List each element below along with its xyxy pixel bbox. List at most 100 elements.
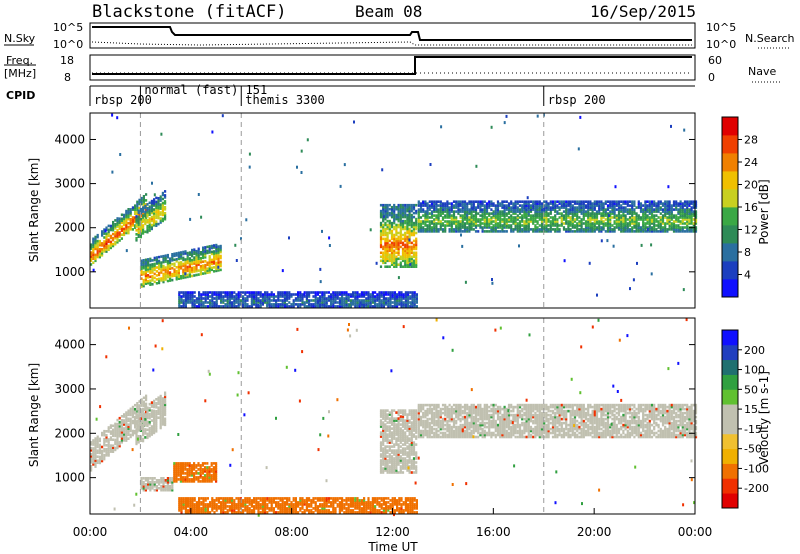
data-cell: [390, 461, 394, 464]
data-cell: [399, 431, 402, 434]
nsearch-label: N.Search: [745, 32, 795, 45]
ytick-label: 3000: [54, 177, 85, 191]
data-cell: [129, 407, 132, 411]
data-cell: [408, 221, 411, 225]
data-cell: [477, 204, 480, 207]
data-cell: [399, 261, 402, 265]
data-cell: [193, 268, 196, 271]
data-cell: [376, 297, 379, 300]
data-cell: [628, 210, 632, 213]
data-cell: [159, 424, 162, 428]
data-cell: [545, 210, 548, 213]
data-cell: [379, 225, 383, 229]
data-cell: [397, 257, 400, 261]
data-cell: [446, 212, 449, 215]
data-cell: [410, 219, 413, 223]
data-cell: [137, 235, 140, 238]
data-cell: [114, 231, 117, 234]
data-cell: [352, 303, 355, 306]
data-cell: [430, 214, 434, 217]
data-cell: [677, 228, 680, 231]
data-cell: [107, 248, 110, 251]
freq-strip-frame: [89, 54, 696, 81]
data-cell: [573, 218, 577, 221]
data-cell: [650, 218, 654, 221]
data-cell: [468, 200, 471, 203]
data-cell: [184, 262, 187, 265]
data-cell: [390, 415, 394, 418]
data-cell: [644, 228, 647, 231]
data-cell: [266, 301, 269, 304]
data-cell: [118, 231, 121, 234]
data-cell: [670, 204, 673, 207]
data-cell: [135, 219, 138, 222]
data-cell: [679, 208, 682, 211]
data-cell: [215, 464, 218, 467]
data-cell: [159, 199, 162, 202]
data-cell: [492, 216, 495, 219]
data-cell: [161, 419, 164, 422]
data-cell: [193, 462, 196, 465]
data-cell: [401, 457, 405, 460]
data-cell: [664, 206, 667, 209]
data-cell: [690, 212, 693, 215]
data-cell: [388, 255, 391, 259]
data-cell: [189, 297, 192, 300]
scatter-cell: [328, 244, 331, 247]
data-cell: [532, 216, 535, 219]
data-cell: [560, 216, 563, 219]
data-cell: [197, 253, 200, 256]
data-cell: [144, 212, 147, 216]
data-cell: [620, 216, 623, 219]
data-cell: [378, 295, 381, 298]
data-cell: [549, 208, 552, 211]
data-cell: [609, 222, 612, 225]
data-cell: [672, 230, 676, 233]
data-cell: [404, 413, 407, 416]
data-cell: [179, 472, 182, 475]
data-cell: [237, 299, 240, 302]
data-cell: [609, 206, 612, 209]
data-cell: [488, 226, 491, 229]
data-cell: [633, 230, 636, 233]
data-cell: [668, 206, 671, 209]
data-cell: [463, 222, 467, 225]
data-cell: [157, 214, 160, 218]
data-cell: [507, 210, 511, 213]
data-cell: [404, 233, 407, 237]
data-cell: [613, 228, 616, 231]
data-cell: [107, 438, 110, 441]
data-cell: [408, 265, 411, 268]
data-cell: [101, 431, 104, 435]
data-cell: [406, 221, 409, 225]
data-cell: [474, 222, 478, 225]
data-cell: [401, 237, 405, 241]
data-cell: [159, 406, 162, 410]
data-cell: [103, 455, 106, 459]
data-cell: [137, 227, 140, 230]
data-cell: [215, 249, 218, 253]
data-cell: [692, 222, 695, 225]
data-cell: [670, 222, 673, 225]
scatter-cell: [153, 193, 156, 197]
scatter-cell: [600, 239, 603, 243]
data-cell: [688, 202, 691, 205]
data-cell: [401, 417, 405, 420]
data-cell: [395, 263, 398, 266]
data-cell: [371, 295, 374, 298]
data-cell: [197, 251, 200, 254]
data-cell: [463, 212, 467, 215]
data-cell: [670, 206, 673, 209]
data-cell: [565, 204, 568, 207]
data-cell: [672, 208, 676, 211]
data-cell: [305, 299, 308, 302]
data-cell: [600, 212, 603, 215]
data-cell: [160, 488, 163, 492]
data-cell: [325, 299, 328, 302]
data-cell: [580, 210, 583, 213]
data-cell: [653, 228, 656, 231]
data-cell: [617, 220, 621, 223]
data-cell: [401, 449, 405, 452]
data-cell: [246, 305, 249, 308]
data-cell: [393, 293, 396, 296]
